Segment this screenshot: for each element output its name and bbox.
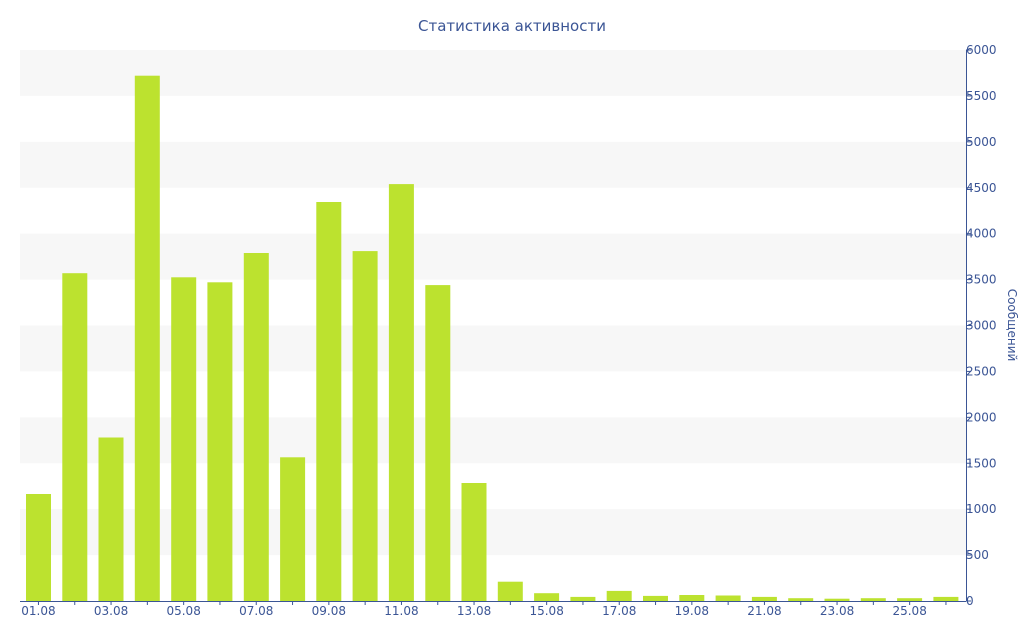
chart-title: Статистика активности	[418, 17, 606, 35]
bar-03.08	[98, 437, 124, 601]
bar-20.08	[715, 595, 741, 601]
x-tick-label: 09.08	[312, 604, 346, 618]
bar-10.08	[352, 251, 378, 601]
y-tick-label: 6000	[966, 43, 997, 57]
y-tick-label: 1500	[966, 456, 997, 470]
y-tick-label: 4500	[966, 181, 997, 195]
y-tick-label: 500	[966, 548, 989, 562]
grid-band	[20, 233, 966, 280]
x-tick-label: 25.08	[892, 604, 926, 618]
x-tick-label: 17.08	[602, 604, 636, 618]
bar-13.08	[461, 483, 487, 601]
x-tick-label: 03.08	[94, 604, 128, 618]
grid-band	[20, 141, 966, 188]
axes: 0 500 1000 1500 2000 2500 3000 3500 4000 4500 5000…	[20, 43, 997, 618]
x-tick-label: 15.08	[529, 604, 563, 618]
grid-band	[20, 509, 966, 556]
x-tick-label: 11.08	[384, 604, 418, 618]
bar-15.08	[534, 593, 560, 601]
bar-series	[26, 75, 959, 601]
grid-band	[20, 417, 966, 464]
bar-06.08	[207, 282, 233, 601]
bar-08.08	[280, 457, 306, 601]
bar-17.08	[606, 590, 632, 601]
bar-19.08	[679, 595, 705, 601]
y-tick-label: 1000	[966, 502, 997, 516]
bar-05.08	[171, 277, 197, 601]
bar-07.08	[243, 253, 269, 601]
x-tick-label: 19.08	[675, 604, 709, 618]
grid-bands	[20, 50, 966, 556]
y-tick-label: 4000	[966, 227, 997, 241]
x-tick-label: 21.08	[747, 604, 781, 618]
y-tick-label: 3500	[966, 273, 997, 287]
bar-23.08	[824, 598, 850, 601]
bar-11.08	[388, 184, 414, 601]
y-tick-label: 2000	[966, 410, 997, 424]
y-axis-label: Сообщений	[1005, 289, 1019, 362]
y-tick-label: 3000	[966, 319, 997, 333]
bar-04.08	[134, 75, 160, 601]
y-tick-label: 2500	[966, 364, 997, 378]
x-tick-label: 07.08	[239, 604, 273, 618]
bar-24.08	[860, 598, 886, 601]
x-tick-label: 01.08	[21, 604, 55, 618]
bar-14.08	[497, 581, 523, 601]
bar-16.08	[570, 596, 596, 601]
grid-band	[20, 325, 966, 372]
bar-26.08	[933, 596, 959, 601]
x-tick-label: 23.08	[820, 604, 854, 618]
bar-18.08	[643, 595, 668, 601]
bar-02.08	[62, 273, 88, 601]
bar-09.08	[316, 202, 342, 601]
bar-25.08	[897, 598, 923, 601]
grid-band	[20, 50, 966, 96]
bar-22.08	[788, 598, 814, 601]
x-tick-label: 13.08	[457, 604, 491, 618]
y-tick-label: 0	[966, 594, 974, 608]
bar-21.08	[751, 596, 777, 601]
bar-12.08	[425, 285, 451, 601]
y-tick-label: 5500	[966, 89, 997, 103]
bar-01.08	[26, 494, 51, 601]
y-tick-label: 5000	[966, 135, 997, 149]
x-tick-label: 05.08	[166, 604, 200, 618]
